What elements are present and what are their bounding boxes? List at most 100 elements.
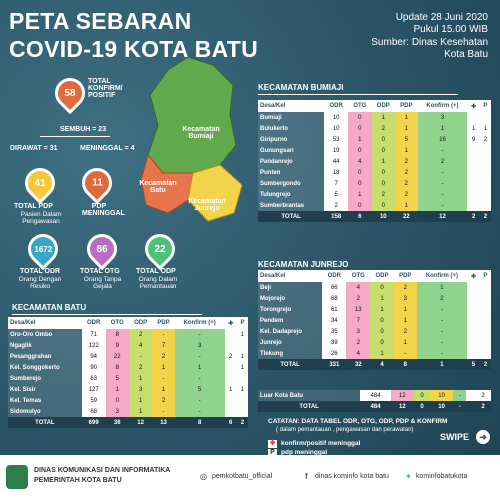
total-cell: 0 <box>414 401 430 412</box>
table-row: Sumberbrantas 2 0 0 1- <box>258 200 491 211</box>
total-cell: 8 <box>174 417 225 428</box>
table-cell: Tlekung <box>258 348 323 359</box>
table-cell <box>479 337 491 348</box>
table-cell <box>467 315 480 326</box>
table-cell: 0 <box>371 167 396 178</box>
table-cell: 7 <box>324 178 349 189</box>
table-cell: 34 <box>322 315 347 326</box>
table-cell: - <box>416 337 468 348</box>
table-cell: 13 <box>346 304 371 315</box>
table-cell: 0 <box>348 200 372 211</box>
meninggal-count: MENINGGAL = 4 <box>80 145 135 152</box>
map-label-batu: Kecamatan Batu <box>139 180 177 194</box>
odp-label: TOTAL ODP <box>136 268 176 275</box>
footer-facebook[interactable]: dinas kominfo kota batu <box>315 473 389 480</box>
table-cell: 0 <box>371 134 396 145</box>
table-cell: Punten <box>258 167 325 178</box>
table-cell: Sumberejo <box>8 373 82 384</box>
table-cell <box>467 282 480 293</box>
table-cell: 9 <box>105 340 129 351</box>
table-cell: - <box>393 348 417 359</box>
catatan-sub: ( dalam pemantauan , pengawasan dan pera… <box>276 427 414 433</box>
table-cell: Bumiaji <box>258 112 325 123</box>
table-cell <box>236 406 248 417</box>
table-row: Kel. Songgokerto 90 8 2 1 1 1 <box>8 362 248 373</box>
table-cell <box>479 304 491 315</box>
footer-instagram[interactable]: pemkotbatu_official <box>212 473 273 480</box>
table-cell: - <box>417 189 468 200</box>
facebook-icon: f <box>305 472 308 481</box>
table-cell <box>479 112 491 123</box>
column-header: ODR <box>322 270 347 282</box>
table-total-row: TOTAL 331 32 4 8 1 5 2 <box>258 359 491 370</box>
table-cell: 9 <box>467 134 480 145</box>
table-cell: 1 <box>152 384 175 395</box>
table-cell <box>467 348 480 359</box>
table-cell: 1 <box>348 134 372 145</box>
table-cell: Pesanggrahan <box>8 351 82 362</box>
swipe-arrow-icon[interactable]: ➜ <box>476 430 490 444</box>
total-cell: 2 <box>474 401 491 412</box>
pdp-label: TOTAL PDP <box>14 203 53 210</box>
column-header: OTG <box>348 100 372 112</box>
table-row: Tlekung 26 4 1- - <box>258 348 491 359</box>
odr-sub: Orang Dengan Resiko <box>18 276 62 290</box>
table-cell: 2 <box>479 134 491 145</box>
odp-sub: Orang Dalam Pemantauan <box>138 276 178 290</box>
table-cell: 1 <box>128 406 153 417</box>
column-header: ✚ <box>224 317 237 329</box>
table-cell: Pendem <box>258 315 323 326</box>
table-cell: 484 <box>360 390 391 401</box>
table-cell: - <box>416 348 468 359</box>
luar-table: Luar Kota Batu 484 12 0 10-2 TOTAL 484 12 0 10-2 <box>258 390 491 412</box>
konfirm-label: TOTAL KONFIRM/ POSITIF <box>88 78 123 99</box>
table-cell: 1 <box>395 200 418 211</box>
table-row: Sumbergondo 7 0 0 2- <box>258 178 491 189</box>
total-cell: TOTAL <box>258 359 323 370</box>
table-cell: Mojorejo <box>258 293 323 304</box>
table-cell <box>224 395 237 406</box>
table-row: Kel. Sisir 127 1 3 1 5 1 1 <box>8 384 248 395</box>
table-cell: 61 <box>322 304 347 315</box>
total-cell: TOTAL <box>8 417 82 428</box>
table-cell: - <box>417 200 468 211</box>
table-cell: 0 <box>105 395 129 406</box>
footer-org2: PEMERINTAH KOTA BATU <box>34 477 122 484</box>
junrejo-title: KECAMATAN JUNREJO <box>258 260 349 269</box>
table-cell: - <box>417 145 468 156</box>
junrejo-table: Desa/Kel ODR OTG ODP PDP Konfirm (+) ✚ P Beji 66 4… <box>258 270 491 370</box>
source-label: Sumber: Dinas Kesehatan <box>371 37 488 48</box>
table-cell: 3 <box>417 112 468 123</box>
table-cell: 66 <box>322 282 347 293</box>
legend-konfirm-meninggal: konfirm/positif meninggal <box>281 440 361 447</box>
table-cell <box>479 156 491 167</box>
table-cell: 1 <box>236 362 248 373</box>
total-cell: 331 <box>322 359 347 370</box>
table-cell: 8 <box>105 329 129 340</box>
table-cell: Beji <box>258 282 323 293</box>
table-cell <box>224 329 237 340</box>
stats-connector-line <box>40 136 110 137</box>
otg-label: TOTAL OTG <box>80 268 120 275</box>
total-cell: TOTAL <box>258 401 361 412</box>
table-cell <box>467 156 480 167</box>
konfirm-value: 58 <box>64 87 76 99</box>
table-cell: 2 <box>416 293 468 304</box>
table-cell: 0 <box>371 145 396 156</box>
odr-label: TOTAL ODR <box>20 268 61 275</box>
table-cell: 2 <box>152 351 175 362</box>
sembuh-count: SEMBUH = 23 <box>60 126 107 133</box>
table-cell: 94 <box>81 351 106 362</box>
footer-twitter[interactable]: kominfobatukota <box>416 473 468 480</box>
odp-value: 22 <box>154 243 166 255</box>
table-header: Desa/Kel ODR OTG ODP PDP Konfirm (+) ✚ P <box>258 100 491 112</box>
table-cell <box>467 167 480 178</box>
column-header: ✚ <box>467 100 480 112</box>
table-cell: 19 <box>324 145 349 156</box>
table-cell: 71 <box>81 329 106 340</box>
table-cell: Luar Kota Batu <box>258 390 361 401</box>
table-cell: 1 <box>395 145 418 156</box>
table-cell: 5 <box>395 134 418 145</box>
table-cell: Sumberbrantas <box>258 200 325 211</box>
table-cell <box>467 178 480 189</box>
